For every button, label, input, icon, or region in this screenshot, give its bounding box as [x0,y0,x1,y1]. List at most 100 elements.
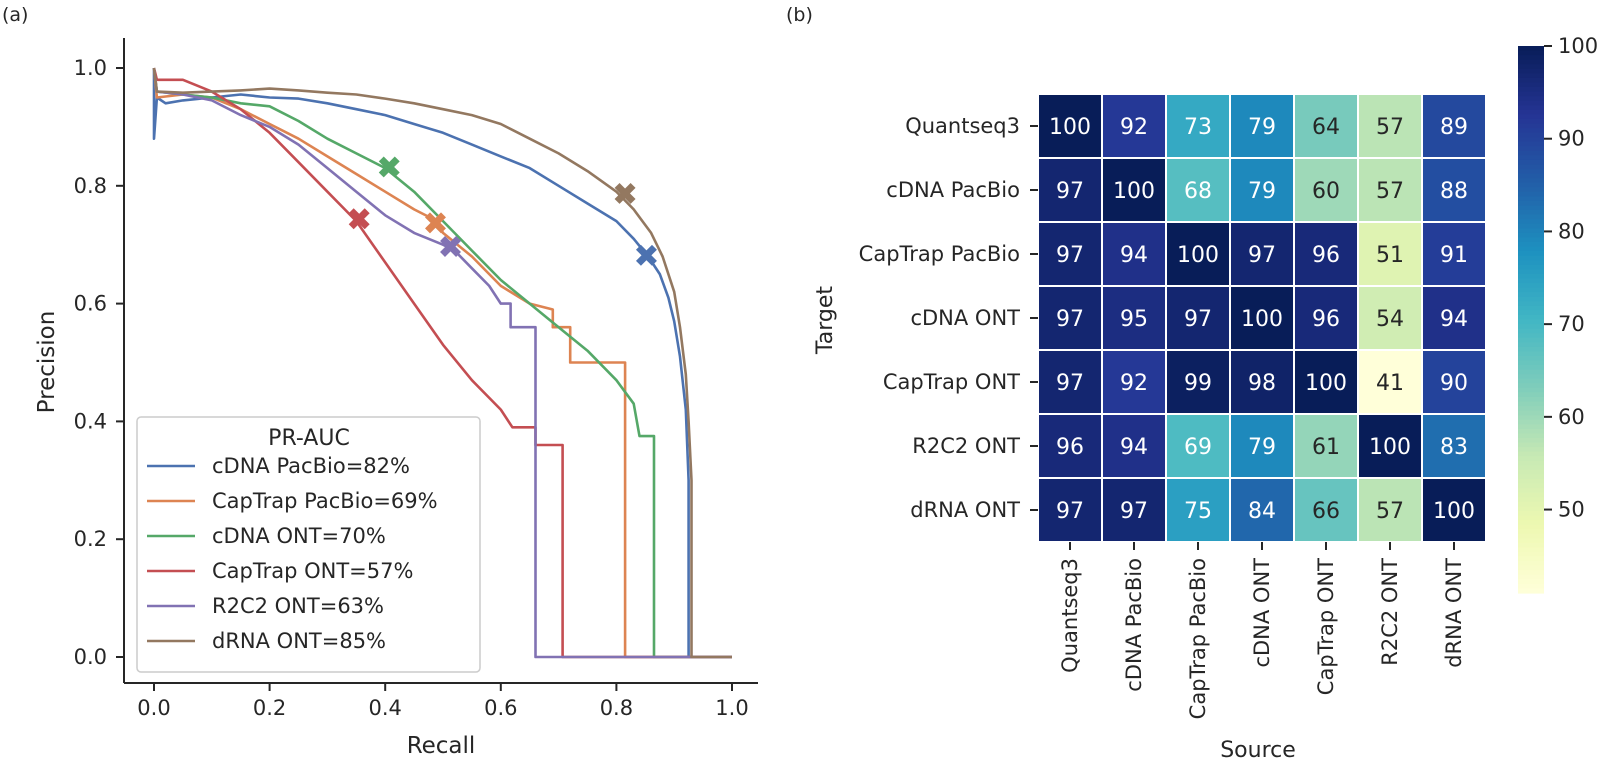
heatmap-cell [1037,413,1103,479]
heatmap-cell [1293,349,1359,415]
panel-a-label: (a) [2,4,28,26]
colorbar-segment [1518,583,1544,590]
colorbar-segment [1518,378,1544,384]
heatmap-cell [1229,93,1295,159]
colorbar-segment [1518,579,1544,585]
heatmap-cell-value: 96 [1056,435,1084,460]
heatmap-cell [1421,349,1487,415]
heatmap-cell-value: 100 [1369,435,1411,460]
colorbar-segment [1518,424,1544,430]
colorbar-segment [1518,141,1544,147]
colorbar-segment [1518,128,1544,134]
colorbar-segment [1518,237,1544,243]
heatmap-cell [1421,157,1487,223]
colorbar-segment [1518,383,1544,389]
heatmap-cell-value: 97 [1184,307,1212,332]
colorbar-segment [1518,319,1544,325]
colorbar-segment [1518,64,1544,70]
x-tick-label: 0.8 [600,696,633,720]
colorbar-segment [1518,182,1544,188]
heatmap-cell [1293,477,1359,543]
colorbar-segment [1518,369,1544,375]
colorbar-segment [1518,310,1544,316]
heatmap-cell-value: 97 [1056,499,1084,524]
y-ticks: 0.0 0.2 0.4 0.6 0.8 1.0 [74,56,124,669]
colorbar-segment [1518,510,1544,517]
pr-axes [123,38,758,684]
x-ticks: 0.0 0.2 0.4 0.6 0.8 1.0 [137,683,749,720]
colorbar-segment [1518,59,1544,65]
colorbar-segment [1518,465,1544,471]
operating-point-marker-5 [614,182,636,204]
y-tick-label: 0.8 [74,174,107,198]
colorbar-tick-label: 90 [1558,127,1585,151]
colorbar-segment [1518,114,1544,120]
colorbar-segment [1518,205,1544,211]
row-label: dRNA ONT [910,498,1020,522]
heatmap-cell-value: 98 [1248,371,1276,396]
heatmap-cell-value: 99 [1184,371,1212,396]
colorbar-segment [1518,460,1544,466]
colorbar-segment [1518,246,1544,252]
heatmap-cell-value: 57 [1376,179,1404,204]
heatmap-cell [1229,413,1295,479]
y-axis-label: Precision [34,311,60,414]
operating-point-marker-3 [348,208,370,230]
colorbar-segment [1518,269,1544,275]
colorbar-segment [1518,50,1544,56]
legend-label-1: CapTrap PacBio=69% [212,489,438,513]
colorbar-segment [1518,210,1544,216]
heatmap-cells: 100 92 73 79 64 57 89 97 100 68 79 60 57 88 97 94 100 97 9… [1037,93,1487,543]
heatmap-cell [1037,349,1103,415]
colorbar-segment [1518,515,1544,521]
colorbar-segment [1518,214,1544,220]
colorbar-segment [1518,497,1544,503]
colorbar-segment [1518,574,1544,580]
y-tick-label: 0.0 [74,645,107,669]
heatmap-cell-value: 79 [1248,115,1276,140]
colorbar-segment [1518,360,1544,366]
colorbar-segment [1518,137,1544,143]
heatmap-cell-value: 79 [1248,435,1276,460]
colorbar-segment [1518,333,1544,339]
colorbar-segment [1518,474,1544,480]
x-axis-label: Recall [407,733,476,759]
colorbar-segment [1518,155,1544,161]
legend-label-5: dRNA ONT=85% [212,629,386,653]
legend-label-4: R2C2 ONT=63% [212,594,384,618]
colorbar-segment [1518,520,1544,526]
colorbar-tick-label: 100 [1558,34,1598,58]
series-line-4 [152,67,732,659]
colorbar-segment [1518,164,1544,170]
heatmap-cell-value: 60 [1312,179,1340,204]
colorbar-segment [1518,91,1544,97]
colorbar-segment [1518,324,1544,330]
colorbar-segment [1518,296,1544,302]
colorbar-segment [1518,96,1544,102]
heatmap-cell [1101,413,1167,479]
colorbar-segment [1518,150,1544,156]
colorbar-segment [1518,351,1544,357]
colorbar-segment [1518,488,1544,494]
heatmap-column-labels: Quantseq3 cDNA PacBio CapTrap PacBio cDNA O… [1058,542,1466,719]
legend: PR-AUC cDNA PacBio=82% CapTrap PacBio=69%… [136,416,481,673]
operating-point-marker-4 [440,235,461,257]
column-label: cDNA PacBio [1122,558,1146,692]
colorbar-segment [1518,200,1544,207]
colorbar-segment [1518,342,1544,348]
colorbar-segment [1518,538,1544,544]
colorbar-segment [1518,419,1544,425]
colorbar-segment [1518,255,1544,261]
heatmap-y-axis-label: Target [813,286,838,355]
colorbar-segment [1518,314,1544,321]
pr-curve-chart: 0.0 0.2 0.4 0.6 0.8 1.0 0.0 0.2 0.4 0.6 0.8 1.0 Re… [34,38,758,759]
colorbar-segment [1518,415,1544,421]
x-tick-label: 1.0 [715,696,748,720]
x-tick-label: 0.6 [484,696,517,720]
legend-entries: cDNA PacBio=82% CapTrap PacBio=69% cDNA ON… [147,454,438,653]
column-label: CapTrap PacBio [1186,558,1210,719]
y-tick-label: 0.2 [74,527,107,551]
column-label: CapTrap ONT [1314,558,1338,695]
colorbar-segment [1518,278,1544,284]
